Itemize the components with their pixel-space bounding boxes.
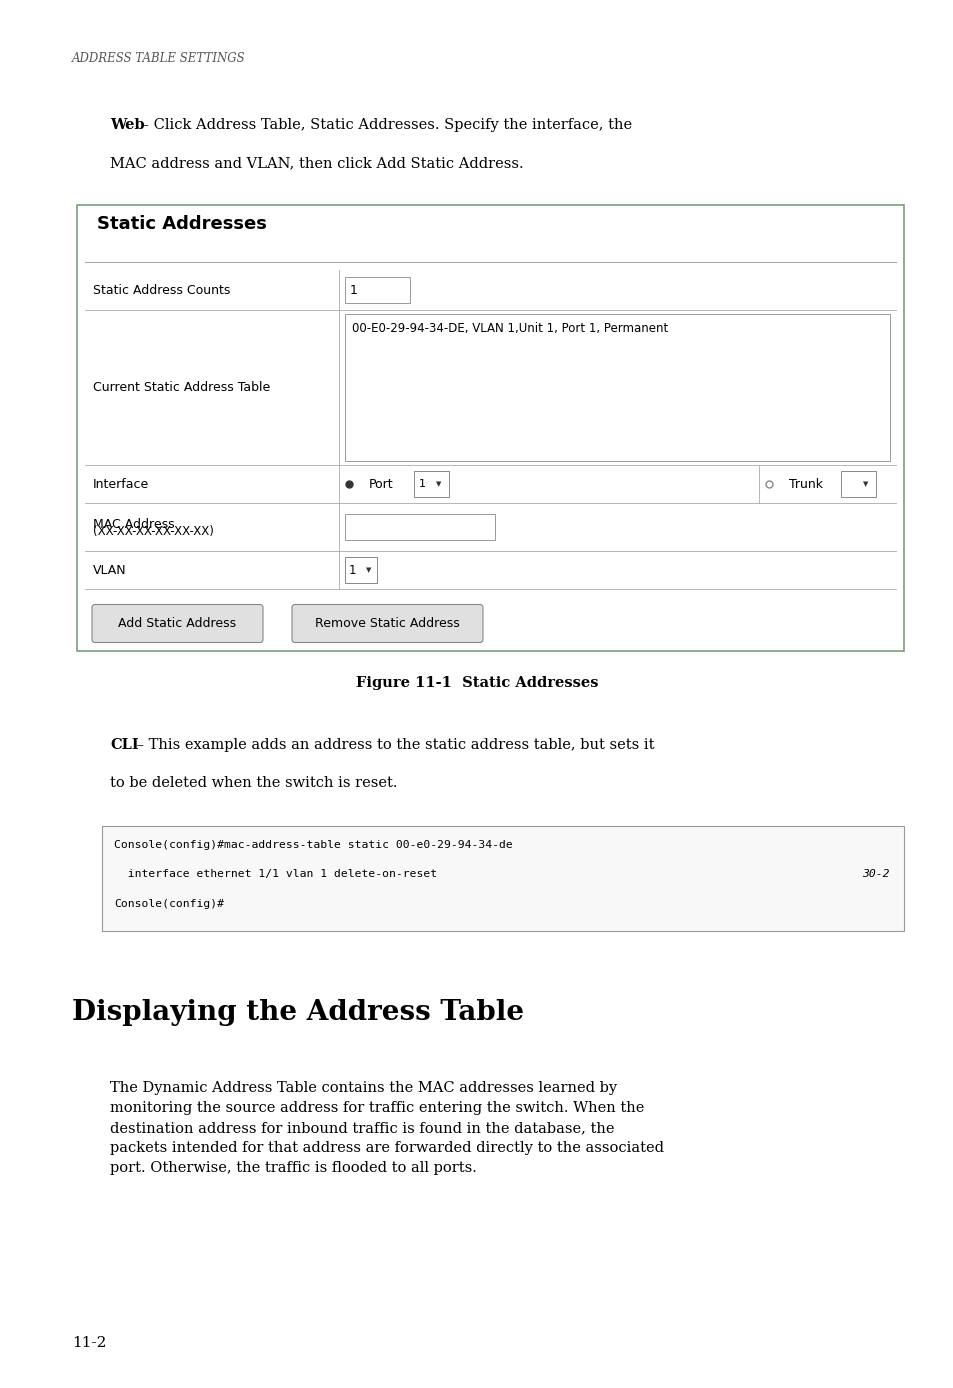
Text: 1: 1 [349,564,356,576]
Text: Remove Static Address: Remove Static Address [314,618,459,630]
Text: VLAN: VLAN [92,564,127,576]
Text: Port: Port [369,477,394,490]
Text: Figure 11-1  Static Addresses: Figure 11-1 Static Addresses [355,676,598,690]
Bar [345,514,495,540]
Text: – Click Address Table, Static Addresses. Specify the interface, the: – Click Address Table, Static Addresses.… [137,118,632,132]
Text: The Dynamic Address Table contains the MAC addresses learned by
monitoring the s: The Dynamic Address Table contains the M… [110,1081,663,1176]
Text: Static Addresses: Static Addresses [97,215,267,233]
Text: ▼: ▼ [862,482,867,487]
Text: Current Static Address Table: Current Static Address Table [92,380,270,394]
Bar [841,471,875,497]
Text: 30-2: 30-2 [862,869,889,880]
Text: ▼: ▼ [436,482,441,487]
FancyBboxPatch shape [91,605,263,643]
Text: 00-E0-29-94-34-DE, VLAN 1,Unit 1, Port 1, Permanent: 00-E0-29-94-34-DE, VLAN 1,Unit 1, Port 1… [352,322,667,335]
Text: 1: 1 [418,479,426,489]
Text: (XX-XX-XX-XX-XX-XX): (XX-XX-XX-XX-XX-XX) [92,525,213,539]
Text: 11-2: 11-2 [71,1337,107,1351]
Text: Interface: Interface [92,477,149,490]
Text: MAC address and VLAN, then click Add Static Address.: MAC address and VLAN, then click Add Sta… [110,155,523,169]
FancyBboxPatch shape [292,605,482,643]
Text: 1: 1 [350,283,357,297]
Text: MAC Address: MAC Address [92,518,174,532]
Bar [414,471,449,497]
Bar [345,278,410,303]
Text: interface ethernet 1/1 vlan 1 delete-on-reset: interface ethernet 1/1 vlan 1 delete-on-… [113,869,436,880]
Text: ADDRESS TABLE SETTINGS: ADDRESS TABLE SETTINGS [71,51,245,65]
Text: Trunk: Trunk [788,477,822,490]
Text: to be deleted when the switch is reset.: to be deleted when the switch is reset. [110,776,397,790]
Text: – This example adds an address to the static address table, but sets it: – This example adds an address to the st… [132,738,654,752]
Text: ▼: ▼ [366,568,371,573]
Text: Console(config)#mac-address-table static 00-e0-29-94-34-de: Console(config)#mac-address-table static… [113,840,512,849]
Text: Static Address Counts: Static Address Counts [92,283,230,297]
Text: Web: Web [110,118,145,132]
Text: Displaying the Address Table: Displaying the Address Table [71,999,523,1026]
Text: Add Static Address: Add Static Address [118,618,236,630]
Text: CLI: CLI [110,738,138,752]
Text: Console(config)#: Console(config)# [113,899,224,909]
Bar [345,314,889,461]
Bar [345,557,376,583]
Bar [77,205,903,651]
Bar [102,826,903,931]
